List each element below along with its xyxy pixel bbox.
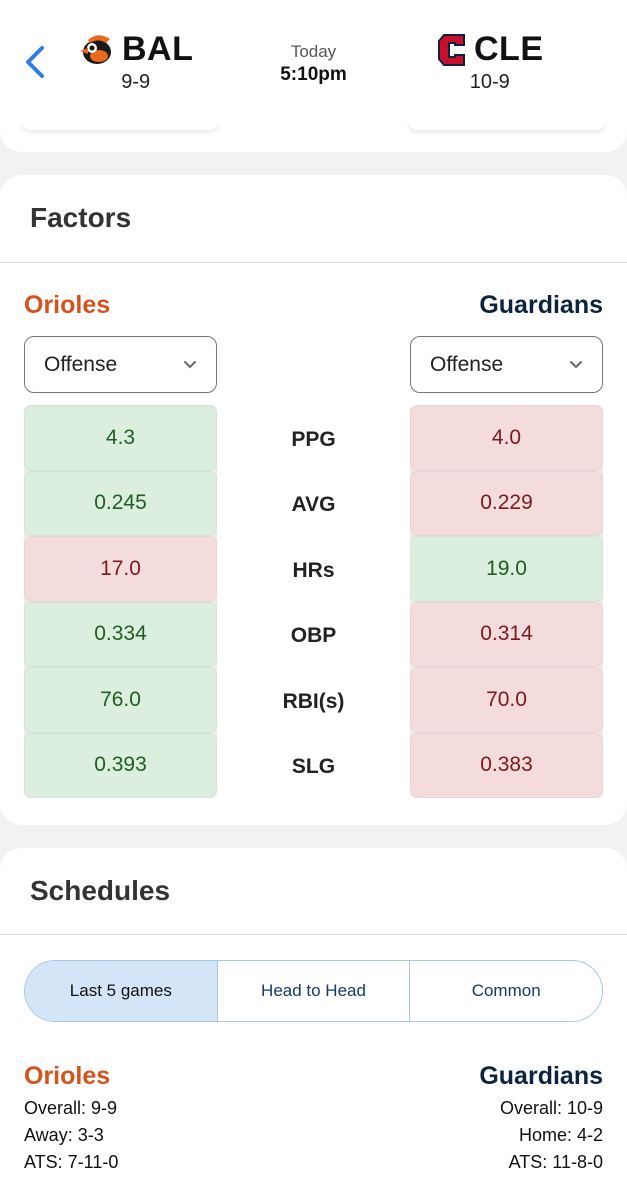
game-time: Today 5:10pm bbox=[0, 42, 627, 86]
right-hrs-value: 19.0 bbox=[410, 536, 603, 602]
home-team[interactable]: CLE 10-9 bbox=[436, 30, 544, 94]
schedules-title: Schedules bbox=[30, 875, 171, 906]
stat-labels-column: PPG AVG HRs OBP RBI(s) SLG bbox=[217, 405, 410, 798]
home-team-record: 10-9 bbox=[469, 71, 510, 93]
factors-divider bbox=[0, 262, 627, 263]
left-team-records: Orioles Overall: 9-9 Away: 3-3 ATS: 7-11… bbox=[24, 1062, 118, 1176]
away-panel-edge bbox=[22, 118, 218, 130]
left-split: Away: 3-3 bbox=[24, 1125, 104, 1145]
orioles-bird-logo-icon bbox=[80, 34, 111, 64]
right-team-records: Guardians Overall: 10-9 Home: 4-2 ATS: 1… bbox=[479, 1062, 603, 1176]
away-team-record: 9-9 bbox=[121, 71, 151, 93]
right-rbis-value: 70.0 bbox=[410, 667, 603, 733]
chevron-down-icon bbox=[184, 361, 196, 369]
factors-title: Factors bbox=[30, 202, 132, 233]
left-factor-select[interactable]: Offense bbox=[24, 336, 217, 393]
right-ppg-value: 4.0 bbox=[410, 405, 603, 471]
left-ppg-value: 4.3 bbox=[24, 405, 217, 471]
left-stats-column: 4.3 0.245 17.0 0.334 76.0 0.393 bbox=[24, 405, 217, 798]
back-chevron-icon[interactable] bbox=[22, 44, 52, 80]
left-overall: Overall: 9-9 bbox=[24, 1098, 118, 1118]
avg-label: AVG bbox=[291, 493, 336, 517]
tab-common[interactable]: Common bbox=[471, 981, 541, 1000]
factors-left-team: Orioles bbox=[24, 291, 111, 319]
guardians-c-logo-icon bbox=[438, 33, 465, 66]
hrs-label: HRs bbox=[292, 558, 335, 582]
game-day: Today bbox=[290, 42, 337, 61]
left-obp-value: 0.334 bbox=[24, 601, 217, 667]
ppg-label: PPG bbox=[291, 427, 336, 451]
left-avg-value: 0.245 bbox=[24, 470, 217, 536]
right-ats: ATS: 11-8-0 bbox=[508, 1152, 603, 1172]
game-start-time: 5:10pm bbox=[280, 64, 347, 85]
left-slg-value: 0.393 bbox=[24, 732, 217, 798]
left-ats: ATS: 7-11-0 bbox=[24, 1152, 119, 1172]
away-team-abbr: BAL bbox=[122, 30, 194, 68]
schedules-divider bbox=[0, 934, 627, 935]
right-slg-value: 0.383 bbox=[410, 732, 603, 798]
right-factor-select[interactable]: Offense bbox=[410, 336, 603, 393]
obp-label: OBP bbox=[290, 624, 337, 648]
tab-last-5-games[interactable]: Last 5 games bbox=[25, 961, 218, 1021]
away-team[interactable]: BAL 9-9 bbox=[78, 30, 193, 94]
tab-head-to-head[interactable]: Head to Head bbox=[218, 961, 411, 1021]
left-records-team: Orioles bbox=[24, 1062, 111, 1090]
right-records-team: Guardians bbox=[479, 1062, 603, 1090]
game-header: BAL 9-9 Today 5:10pm CLE 10-9 bbox=[0, 0, 627, 152]
schedule-tabs: Last 5 games Head to Head Common bbox=[24, 960, 603, 1022]
home-panel-edge bbox=[409, 118, 605, 130]
factors-right-team: Guardians bbox=[479, 291, 603, 319]
left-hrs-value: 17.0 bbox=[24, 536, 217, 602]
right-obp-value: 0.314 bbox=[410, 601, 603, 667]
factors-card: Factors Orioles Guardians Offense Offens… bbox=[0, 175, 627, 825]
slg-label: SLG bbox=[291, 755, 336, 779]
right-stats-column: 4.0 0.229 19.0 0.314 70.0 0.383 bbox=[410, 405, 603, 798]
right-split: Home: 4-2 bbox=[518, 1125, 603, 1145]
home-team-abbr: CLE bbox=[474, 30, 544, 68]
right-factor-select-value: Offense bbox=[430, 352, 504, 376]
schedules-card: Schedules Last 5 games Head to Head Comm… bbox=[0, 848, 627, 1200]
right-avg-value: 0.229 bbox=[410, 470, 603, 536]
left-rbis-value: 76.0 bbox=[24, 667, 217, 733]
right-overall: Overall: 10-9 bbox=[499, 1098, 603, 1118]
rbis-label: RBI(s) bbox=[282, 689, 345, 713]
left-factor-select-value: Offense bbox=[44, 352, 118, 376]
chevron-down-icon bbox=[570, 361, 582, 369]
